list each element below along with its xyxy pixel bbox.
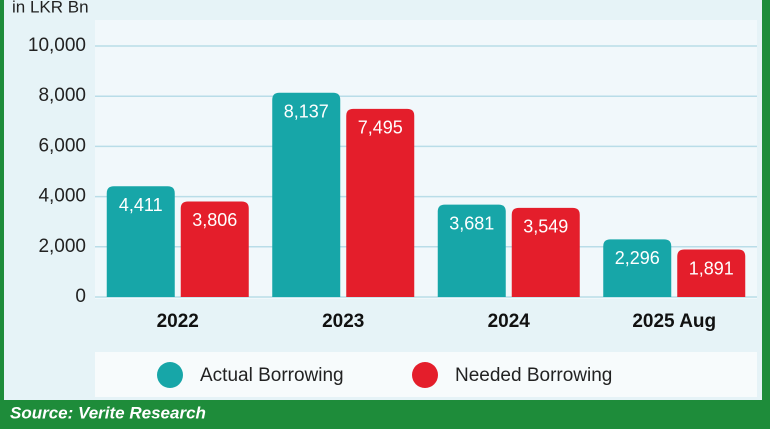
source: Source: Verite Research xyxy=(10,403,206,422)
x-tick-label: 2024 xyxy=(488,311,531,332)
value-label: 7,495 xyxy=(358,118,403,138)
bar xyxy=(346,108,415,297)
bar xyxy=(603,239,672,297)
value-label: 8,137 xyxy=(284,102,329,122)
bar xyxy=(106,186,175,297)
bar xyxy=(677,249,746,297)
y-axis-label: in LKR Bn xyxy=(12,0,89,16)
y-tick-label: 6,000 xyxy=(38,135,86,156)
x-tick-label: 2023 xyxy=(322,311,364,332)
y-tick-label: 8,000 xyxy=(38,85,86,106)
y-tick-label: 0 xyxy=(75,286,86,307)
y-tick-label: 10,000 xyxy=(28,35,86,56)
value-label: 3,806 xyxy=(192,210,237,230)
x-tick-label: 2022 xyxy=(157,311,199,332)
legend-label: Needed Borrowing xyxy=(455,365,612,386)
value-label: 3,681 xyxy=(449,213,494,233)
value-label: 1,891 xyxy=(689,258,734,278)
bar xyxy=(180,201,249,297)
y-tick-label: 2,000 xyxy=(38,236,86,257)
y-tick-label: 4,000 xyxy=(38,186,86,207)
bar xyxy=(272,92,341,298)
bar xyxy=(511,207,580,297)
value-label: 3,549 xyxy=(523,217,568,237)
value-label: 4,411 xyxy=(119,195,163,215)
legend-label: Actual Borrowing xyxy=(200,365,344,386)
value-label: 2,296 xyxy=(615,248,660,268)
bar xyxy=(437,204,506,297)
legend-marker xyxy=(157,362,183,388)
legend-marker xyxy=(412,362,438,388)
x-tick-label: 2025 Aug xyxy=(632,311,716,332)
